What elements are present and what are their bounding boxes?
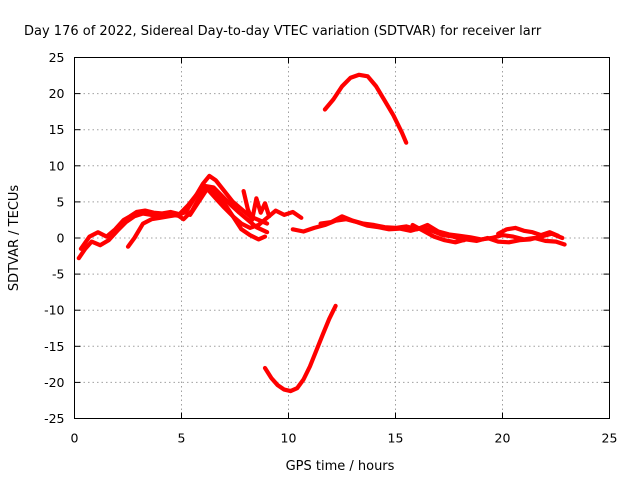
y-tick-label: 5 xyxy=(57,194,65,209)
x-axis-label: GPS time / hours xyxy=(286,459,395,474)
axis-ticks xyxy=(74,57,610,419)
x-tick-label: 5 xyxy=(178,431,186,446)
series-positive-arc xyxy=(322,72,409,145)
y-tick-label: 20 xyxy=(49,86,65,101)
y-tick-label: 10 xyxy=(49,158,65,173)
y-tick-label: 25 xyxy=(49,50,65,65)
y-tick-label: 15 xyxy=(49,122,65,137)
x-tick-label: 20 xyxy=(495,431,511,446)
series-trace-4 xyxy=(188,186,304,230)
y-tick-label: -25 xyxy=(44,411,64,426)
grid-lines xyxy=(74,57,610,419)
y-tick-label: -10 xyxy=(44,303,64,318)
y-tick-labels: -25 -20 -15 -10 -5 0 5 10 15 20 25 xyxy=(44,50,64,426)
x-tick-label: 25 xyxy=(602,431,618,446)
series-trace-5 xyxy=(241,189,272,222)
x-tick-label: 10 xyxy=(281,431,297,446)
x-tick-label: 15 xyxy=(388,431,404,446)
y-tick-label: -15 xyxy=(44,339,64,354)
series-trace-2 xyxy=(78,183,270,251)
y-axis-label: SDTVAR / TECUs xyxy=(7,185,22,292)
series-trace-9 xyxy=(496,225,561,238)
data-series xyxy=(76,72,567,394)
y-tick-label: -20 xyxy=(44,375,64,390)
y-tick-label: -5 xyxy=(52,267,64,282)
chart-title: Day 176 of 2022, Sidereal Day-to-day VTE… xyxy=(24,24,542,39)
y-tick-label: 0 xyxy=(57,231,65,246)
series-negative-arc xyxy=(262,303,338,394)
x-tick-labels: 0 5 10 15 20 25 xyxy=(71,431,618,446)
x-tick-label: 0 xyxy=(71,431,79,446)
series-trace-8 xyxy=(410,222,565,245)
